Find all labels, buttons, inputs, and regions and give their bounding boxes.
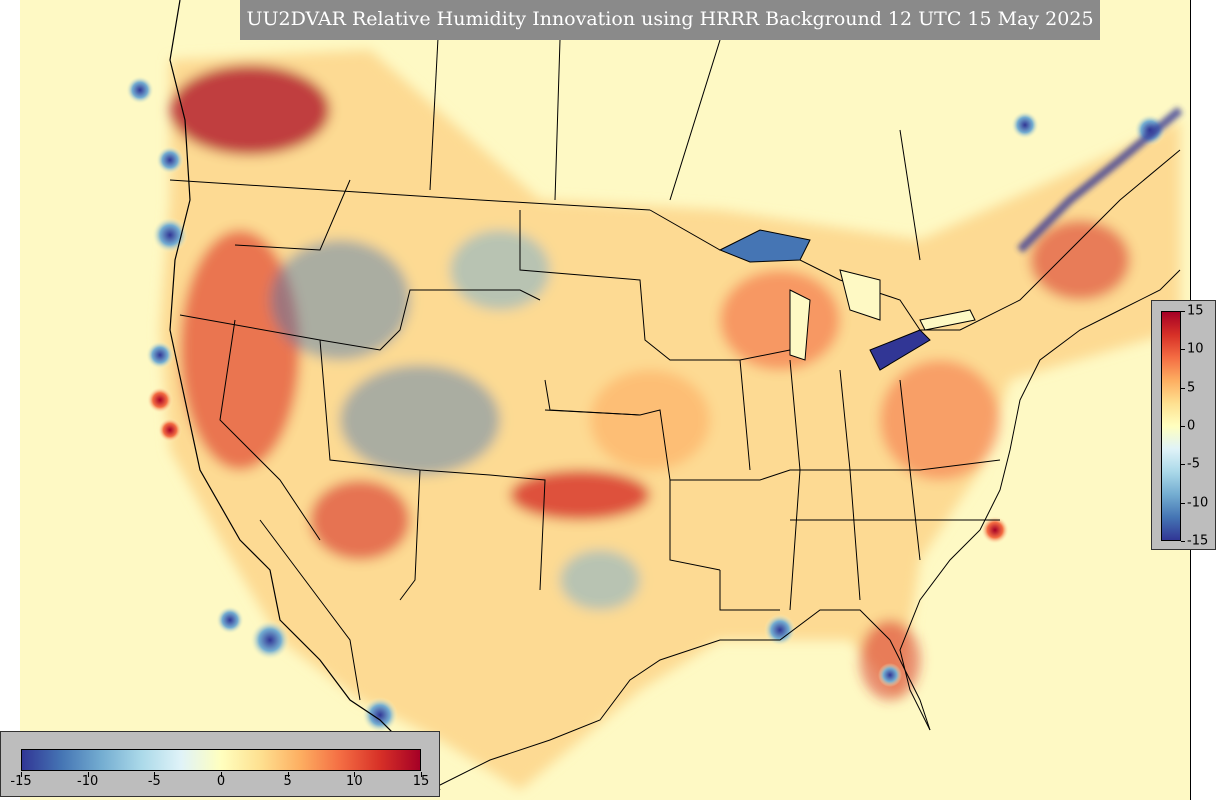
colorbar-tick-label: 10: [346, 774, 363, 789]
colorbar-tick-label: -5: [1187, 456, 1200, 472]
colorbar-ramp: [21, 749, 421, 771]
st-lawrence: [1017, 106, 1183, 253]
colorbar-tick-label: 10: [1187, 341, 1204, 357]
colorbar-tick: [1181, 387, 1185, 389]
colorbar-tick: [154, 772, 156, 777]
colorbar-tick: [87, 772, 89, 777]
colorbar-tick: [21, 772, 22, 777]
great-lakes: [718, 229, 976, 371]
colorbar-tick-label: 0: [216, 774, 226, 789]
colorbar-tick: [421, 772, 422, 777]
colorbar-tick: [1181, 502, 1185, 504]
colorbar-tick: [354, 772, 356, 777]
colorbar-tick: [1181, 311, 1185, 312]
land-field: [160, 50, 1180, 790]
colorbar-tick: [1181, 464, 1185, 466]
colorbar-tick-label: 5: [283, 774, 292, 789]
colorbar-tick-label: 15: [412, 774, 430, 789]
colorbar-tick-label: -5: [147, 774, 161, 789]
colorbar-tick: [221, 772, 222, 777]
vertical-colorbar: -15 -10 -5 0 5 10 15: [1151, 300, 1216, 550]
colorbar-tick-label: -10: [1187, 495, 1209, 511]
colorbar-tick: [1181, 349, 1185, 351]
colorbar-tick-label: -10: [77, 774, 99, 789]
colorbar-tick: [1181, 426, 1185, 427]
colorbar-tick: [1181, 541, 1185, 542]
humidity-innovation-map: [20, 0, 1190, 800]
colorbar-tick-label: 0: [1187, 418, 1196, 434]
horizontal-colorbar: -15 -10 -5 0 5 10 15: [0, 731, 440, 797]
colorbar-tick-label: 5: [1187, 380, 1196, 396]
colorbar-ramp-vertical: [1161, 311, 1181, 541]
colorbar-tick-label: 15: [1187, 303, 1204, 319]
map-title: UU2DVAR Relative Humidity Innovation usi…: [240, 0, 1100, 40]
colorbar-tick: [287, 772, 289, 777]
colorbar-tick-label: -15: [1187, 533, 1209, 549]
colorbar-tick-label: -15: [10, 774, 32, 789]
map-canvas: [20, 0, 1190, 800]
